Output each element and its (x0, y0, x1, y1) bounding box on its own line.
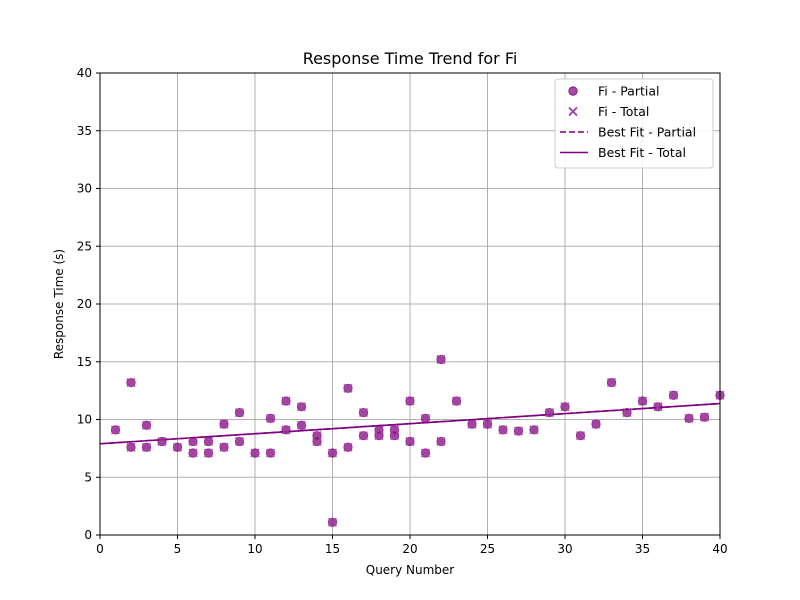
y-tick-label: 15 (77, 355, 92, 369)
total-point (420, 448, 431, 458)
total-point (374, 431, 384, 441)
total-point (498, 425, 508, 435)
y-tick-label: 25 (77, 239, 92, 253)
total-point (203, 448, 214, 458)
y-tick-label: 35 (77, 124, 92, 138)
total-point (141, 442, 152, 452)
total-point (219, 419, 229, 429)
x-tick-label: 10 (247, 542, 262, 556)
total-point (699, 412, 710, 422)
total-point (265, 413, 276, 423)
x-tick-label: 0 (96, 542, 104, 556)
legend-box (554, 78, 714, 169)
total-point (389, 431, 400, 441)
total-point (343, 383, 353, 393)
total-point (653, 402, 663, 412)
x-tick-label: 5 (174, 542, 182, 556)
y-tick-label: 20 (77, 297, 92, 311)
x-tick-label: 30 (557, 542, 572, 556)
total-point (188, 448, 198, 458)
total-point (343, 442, 353, 452)
x-tick-label: 15 (325, 542, 340, 556)
total-point (157, 436, 167, 447)
total-point (141, 420, 152, 430)
legend: Fi - Partial Fi - Total Best Fit - Partial… (554, 78, 714, 169)
y-tick-label: 5 (84, 470, 92, 484)
y-tick-label: 10 (77, 413, 92, 427)
best-fit-total-line (99, 402, 721, 445)
y-tick-label: 40 (77, 66, 92, 80)
total-point (482, 419, 493, 429)
total-point (188, 436, 198, 447)
total-point (234, 407, 245, 418)
total-point (668, 390, 679, 400)
total-point (420, 413, 431, 423)
total-point (575, 431, 586, 441)
legend-partial-marker (568, 86, 578, 96)
legend-label: Best Fit - Partial (598, 125, 696, 140)
axis-ticks: 0 5 10 15 20 25 30 35 40 0 5 10 15 20 25 30 35 40 (77, 66, 728, 556)
total-point (467, 419, 477, 429)
legend-label: Best Fit - Total (598, 145, 686, 160)
total-point (281, 425, 291, 435)
y-tick-label: 0 (84, 528, 92, 542)
total-point (436, 436, 446, 447)
total-point (281, 396, 291, 406)
fit-lines (99, 402, 721, 445)
total-point (110, 425, 121, 435)
total-point (296, 402, 307, 412)
total-point (126, 377, 136, 388)
total-point (327, 448, 338, 458)
total-point (250, 448, 260, 458)
chart-title: Response Time Trend for Fi (303, 49, 518, 68)
total-point (436, 354, 446, 365)
total-point (606, 377, 617, 388)
x-tick-label: 40 (712, 542, 727, 556)
x-tick-label: 20 (402, 542, 417, 556)
total-point (358, 431, 369, 441)
total-point (405, 396, 415, 406)
y-axis-label: Response Time (s) (52, 249, 66, 359)
total-point (126, 442, 136, 452)
total-point (560, 402, 570, 412)
total-point (405, 436, 415, 447)
total-point (451, 396, 462, 406)
total-point (265, 448, 276, 458)
total-point (529, 425, 539, 435)
total-point (296, 420, 307, 430)
total-point (219, 442, 229, 452)
total-point (203, 436, 214, 447)
legend-label: Fi - Partial (598, 84, 660, 99)
legend-total-marker (568, 106, 578, 117)
legend-label: Fi - Total (598, 104, 649, 119)
total-point (234, 436, 245, 447)
total-point (327, 517, 338, 527)
x-tick-label: 25 (480, 542, 495, 556)
total-point (637, 396, 648, 406)
total-point (172, 442, 183, 452)
data-points (110, 354, 725, 527)
x-axis-label: Query Number (366, 563, 455, 577)
total-point (622, 407, 632, 418)
total-point (591, 419, 601, 429)
total-point (358, 407, 369, 418)
total-point (684, 413, 694, 423)
x-tick-label: 35 (635, 542, 650, 556)
total-point (312, 436, 322, 447)
total-point (544, 407, 555, 418)
total-point (513, 426, 524, 436)
y-tick-label: 30 (77, 182, 92, 196)
